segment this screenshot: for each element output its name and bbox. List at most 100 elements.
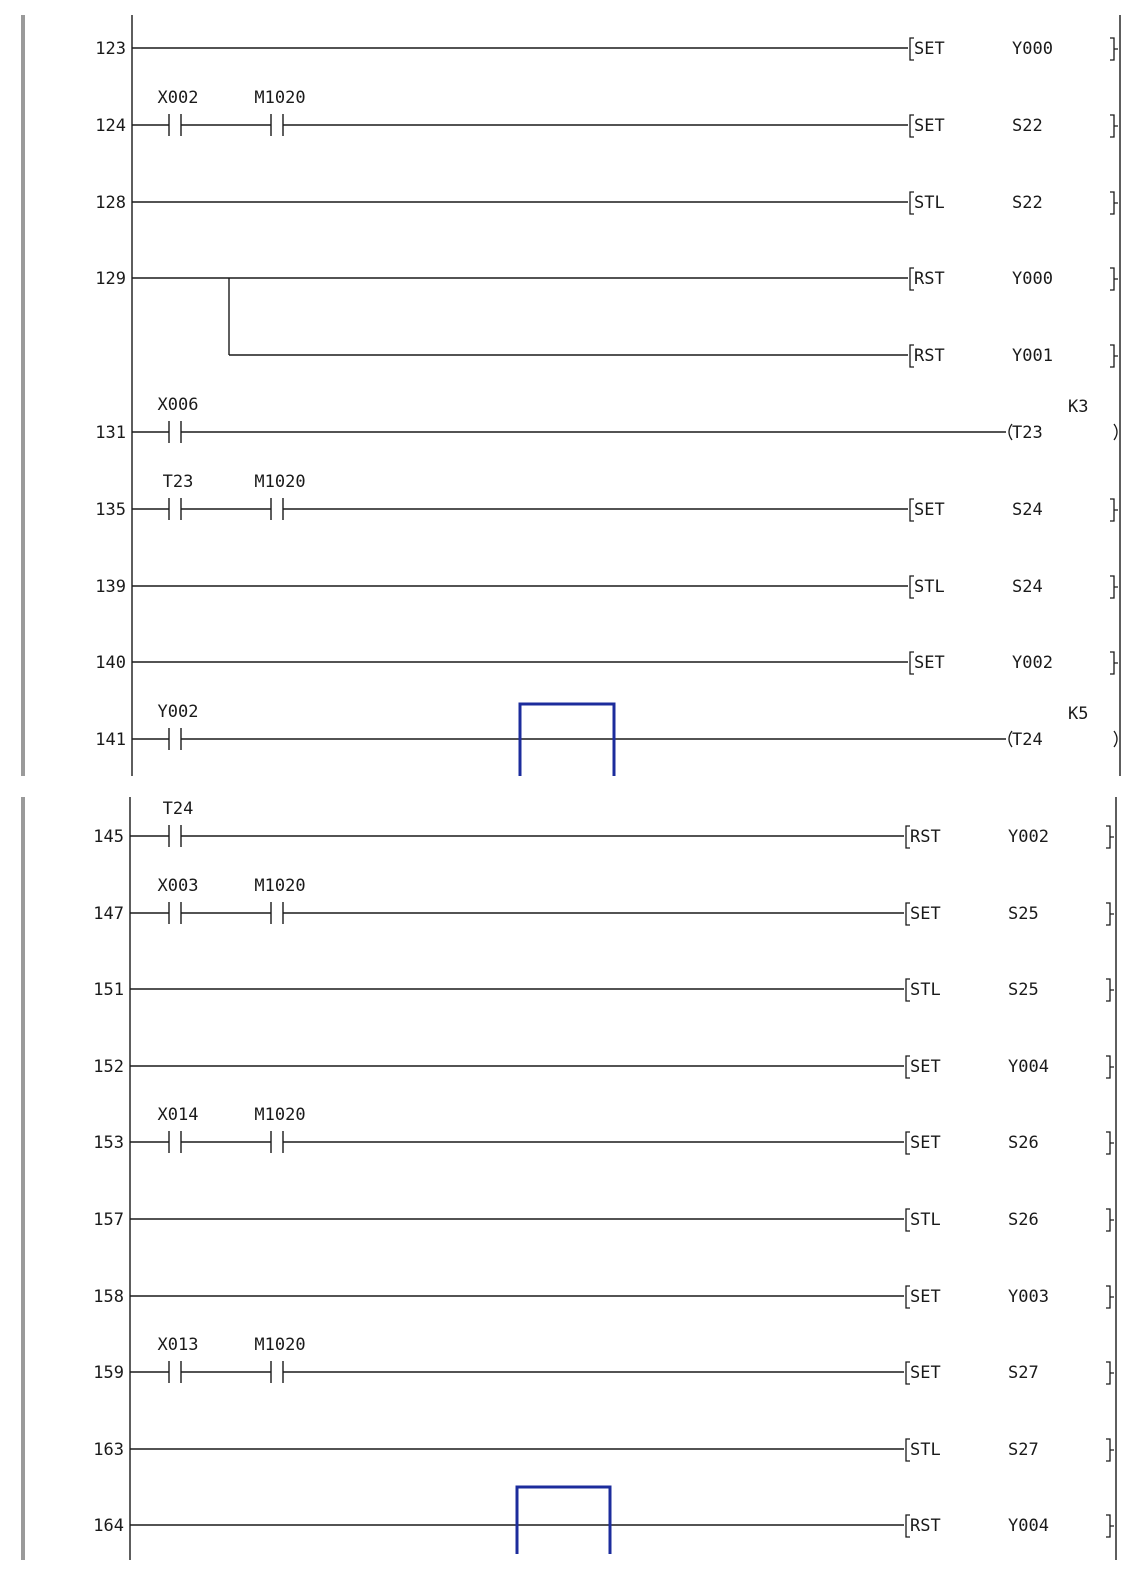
- rung-140: 140 SET Y002: [95, 651, 1118, 675]
- contact-label: M1020: [254, 1335, 305, 1355]
- instruction-close-bracket: [1110, 651, 1118, 675]
- instruction-close-bracket: [1106, 1514, 1114, 1538]
- instruction-mnemonic: STL: [914, 193, 945, 213]
- margin-bar: [21, 15, 25, 776]
- contact-M1020: M1020: [254, 876, 306, 924]
- selection-highlight: [515, 1485, 612, 1554]
- rung-147: 147 X003 M1020 SET S25: [93, 876, 1114, 926]
- instruction-operand: S27: [1008, 1440, 1039, 1460]
- instruction-close-bracket: [1110, 344, 1118, 368]
- timer-preset: K5: [1068, 704, 1088, 724]
- rung-164: 164 RST Y004: [93, 1514, 1114, 1538]
- instruction-mnemonic: STL: [910, 1210, 941, 1230]
- timer-coil-T23: T23 K3: [1008, 397, 1118, 443]
- instruction-mnemonic: STL: [910, 1440, 941, 1460]
- instruction-operand: S26: [1008, 1210, 1039, 1230]
- instruction-stl: STL S25: [905, 978, 1114, 1002]
- rung-159: 159 X013 M1020 SET S27: [93, 1335, 1114, 1385]
- contact-label: M1020: [254, 1105, 305, 1125]
- step-number: 141: [95, 730, 126, 750]
- instruction-mnemonic: SET: [910, 1287, 941, 1307]
- instruction-open-bracket: [909, 651, 914, 675]
- instruction-mnemonic: RST: [914, 346, 945, 366]
- instruction-mnemonic: STL: [914, 577, 945, 597]
- instruction-rst: RST Y001: [909, 344, 1118, 368]
- instruction-rst: RST Y002: [905, 825, 1114, 849]
- instruction-open-bracket: [909, 267, 914, 291]
- coil-label: T24: [1012, 730, 1043, 750]
- instruction-open-bracket: [905, 1131, 910, 1155]
- instruction-mnemonic: SET: [914, 116, 945, 136]
- step-number: 151: [93, 980, 124, 1000]
- instruction-open-bracket: [909, 114, 914, 138]
- contact-T24: T24: [163, 799, 193, 847]
- coil-label: T23: [1012, 423, 1043, 443]
- contact-label: M1020: [254, 472, 305, 492]
- step-number: 140: [95, 653, 126, 673]
- instruction-set: SET Y003: [905, 1285, 1114, 1309]
- instruction-mnemonic: SET: [910, 1057, 941, 1077]
- ladder-panel-1: 123 SET Y000 124 X002 M1020 SET S22 128 STL S22 129…: [21, 15, 1121, 776]
- contact-label: M1020: [254, 88, 305, 108]
- selection-highlight: [518, 702, 616, 776]
- rung-123: 123 SET Y000: [95, 37, 1118, 61]
- instruction-operand: Y004: [1008, 1057, 1049, 1077]
- instruction-close-bracket: [1110, 267, 1118, 291]
- instruction-close-bracket: [1106, 1285, 1114, 1309]
- step-number: 131: [95, 423, 126, 443]
- instruction-operand: S25: [1008, 904, 1039, 924]
- instruction-mnemonic: STL: [910, 980, 941, 1000]
- contact-X013: X013: [158, 1335, 198, 1383]
- step-number: 139: [95, 577, 126, 597]
- contact-label: M1020: [254, 876, 305, 896]
- instruction-set: SET S24: [909, 498, 1118, 522]
- rung-139: 139 STL S24: [95, 575, 1118, 599]
- coil-open-paren: [1008, 423, 1013, 441]
- rung-124: 124 X002 M1020 SET S22: [95, 88, 1118, 138]
- instruction-operand: S25: [1008, 980, 1039, 1000]
- instruction-stl: STL S22: [909, 191, 1118, 215]
- coil-close-paren: [1113, 423, 1118, 441]
- instruction-operand: S26: [1008, 1133, 1039, 1153]
- instruction-set: SET Y004: [905, 1055, 1114, 1079]
- instruction-close-bracket: [1106, 1361, 1114, 1385]
- instruction-open-bracket: [909, 37, 914, 61]
- rung-158: 158 SET Y003: [93, 1285, 1114, 1309]
- contact-label: X014: [158, 1105, 199, 1125]
- rung-141: 141 Y002 T24 K5: [95, 702, 1118, 750]
- margin-bar: [21, 797, 25, 1560]
- contact-M1020: M1020: [254, 1105, 306, 1153]
- instruction-operand: S24: [1012, 577, 1043, 597]
- step-number: 128: [95, 193, 126, 213]
- instruction-close-bracket: [1106, 1055, 1114, 1079]
- timer-coil-T24: T24 K5: [1008, 704, 1118, 750]
- instruction-operand: S24: [1012, 500, 1043, 520]
- contact-label: Y002: [158, 702, 199, 722]
- instruction-operand: Y000: [1012, 39, 1053, 59]
- instruction-open-bracket: [905, 1361, 910, 1385]
- coil-close-paren: [1113, 730, 1118, 748]
- instruction-mnemonic: RST: [910, 1516, 941, 1536]
- instruction-rst: RST Y004: [905, 1514, 1114, 1538]
- contact-X003: X003: [158, 876, 198, 924]
- instruction-open-bracket: [905, 1055, 910, 1079]
- instruction-operand: Y000: [1012, 269, 1053, 289]
- step-number: 159: [93, 1363, 124, 1383]
- instruction-close-bracket: [1106, 1438, 1114, 1462]
- instruction-open-bracket: [905, 902, 910, 926]
- instruction-close-bracket: [1110, 114, 1118, 138]
- instruction-open-bracket: [909, 575, 914, 599]
- instruction-stl: STL S24: [909, 575, 1118, 599]
- step-number: 158: [93, 1287, 124, 1307]
- instruction-operand: Y004: [1008, 1516, 1049, 1536]
- contact-M1020: M1020: [254, 472, 306, 520]
- instruction-operand: Y002: [1012, 653, 1053, 673]
- rung-128: 128 STL S22: [95, 191, 1118, 215]
- instruction-close-bracket: [1110, 498, 1118, 522]
- instruction-close-bracket: [1110, 37, 1118, 61]
- instruction-close-bracket: [1106, 1131, 1114, 1155]
- rung-153: 153 X014 M1020 SET S26: [93, 1105, 1114, 1155]
- rung-152: 152 SET Y004: [93, 1055, 1114, 1079]
- instruction-open-bracket: [905, 1438, 910, 1462]
